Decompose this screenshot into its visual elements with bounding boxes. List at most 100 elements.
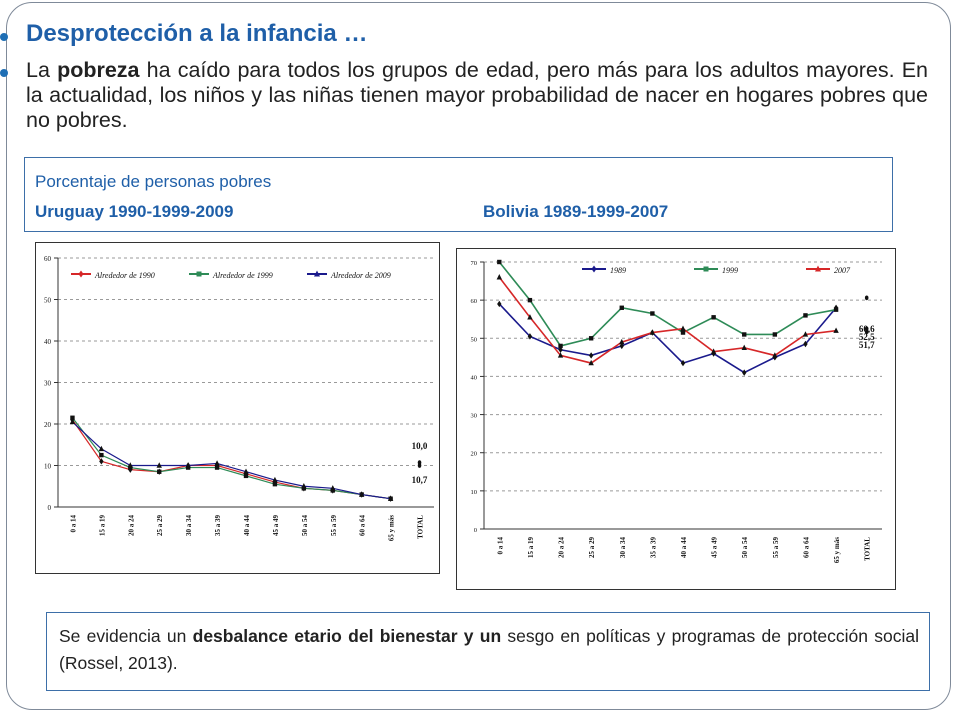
data-point — [741, 344, 747, 351]
data-point — [214, 460, 220, 466]
series-line — [498, 303, 837, 374]
x-tick-label: 40 a 44 — [243, 515, 251, 537]
x-tick-label: 15 a 19 — [527, 537, 535, 559]
data-point — [70, 415, 75, 420]
total-point — [864, 329, 869, 335]
data-point — [98, 445, 105, 452]
caption-line1: Porcentaje de personas pobres — [35, 172, 272, 191]
note-prefix: Se evidencia un — [59, 626, 193, 646]
legend-label: 2007 — [834, 266, 851, 275]
slide-title: Desprotección a la infancia … — [26, 20, 368, 47]
x-tick-label: 35 a 39 — [214, 515, 222, 537]
caption-bolivia: Bolivia 1989-1999-2007 — [483, 202, 669, 221]
y-tick-label: 10 — [471, 489, 478, 496]
data-point — [742, 369, 747, 376]
x-tick-label: 20 a 24 — [127, 515, 135, 537]
x-tick-label: TOTAL — [864, 537, 872, 561]
data-point — [833, 307, 839, 312]
data-point — [588, 336, 594, 341]
slide-frame — [6, 2, 951, 710]
x-tick-label: 25 a 29 — [156, 515, 164, 537]
x-tick-label: 0 a 14 — [496, 537, 504, 555]
y-tick-label: 60 — [44, 255, 52, 263]
y-tick-label: 20 — [44, 421, 52, 429]
data-point — [78, 270, 84, 278]
x-tick-label: 50 a 54 — [741, 537, 749, 559]
data-point — [619, 305, 624, 310]
data-point — [527, 314, 533, 320]
data-point — [243, 473, 249, 479]
data-point — [680, 330, 686, 335]
y-tick-label: 0 — [474, 527, 477, 534]
total-label: 10,0 — [412, 441, 428, 451]
y-tick-label: 30 — [44, 380, 52, 388]
chart-caption: Porcentaje de personas pobres Uruguay 19… — [24, 157, 893, 232]
legend-label: Alrededor de 1999 — [212, 271, 273, 280]
slide-body: La pobreza ha caído para todos los grupo… — [26, 58, 928, 133]
x-tick-label: 25 a 29 — [588, 537, 596, 559]
data-point — [558, 346, 563, 353]
data-point — [591, 265, 597, 273]
y-tick-label: 40 — [471, 374, 478, 381]
data-point — [157, 469, 162, 474]
x-tick-label: 35 a 39 — [649, 537, 657, 559]
data-point — [196, 271, 202, 277]
data-point — [680, 325, 686, 331]
x-tick-label: 55 a 59 — [330, 515, 338, 537]
data-point — [69, 418, 76, 425]
legend-label: Alrededor de 2009 — [330, 271, 391, 280]
x-tick-label: 55 a 59 — [772, 537, 780, 559]
x-tick-label: 20 a 24 — [558, 537, 566, 559]
data-point — [185, 462, 191, 468]
legend-label: 1999 — [722, 266, 738, 275]
data-point — [358, 491, 365, 497]
y-tick-label: 0 — [48, 504, 52, 512]
data-point — [833, 327, 839, 333]
y-tick-label: 10 — [44, 463, 52, 471]
y-tick-label: 50 — [471, 336, 478, 343]
data-point — [772, 352, 778, 358]
x-tick-label: 15 a 19 — [98, 515, 106, 537]
data-point — [272, 476, 278, 483]
y-tick-label: 30 — [471, 413, 478, 420]
chart-bolivia: 0 10 20 30 40 50 60 70 0 a 14 15 a 19 20 a 24 25 a … — [471, 259, 882, 563]
data-point — [99, 458, 104, 465]
data-point — [680, 359, 686, 367]
x-tick-label: 45 a 49 — [272, 515, 280, 537]
data-point — [815, 265, 821, 272]
data-point — [588, 352, 594, 359]
data-point — [802, 331, 809, 337]
note-rest: sesgo en políticas y programas de protec… — [59, 626, 919, 673]
data-point — [650, 311, 655, 316]
y-tick-label: 40 — [44, 338, 52, 346]
body-rest: ha caído para todos los grupos de edad, … — [26, 58, 928, 132]
chart-uruguay-box: 0 10 20 30 40 50 60 0 a 14 15 a 19 20 a 24 25 a 29… — [35, 242, 440, 574]
x-tick-label: 60 a 64 — [359, 515, 367, 537]
chart-bolivia-box: 0 10 20 30 40 50 60 70 0 a 14 15 a 19 20 a 24 25 a … — [456, 248, 896, 590]
x-tick-label: 60 a 64 — [802, 537, 810, 559]
y-tick-label: 20 — [471, 451, 478, 458]
data-point — [301, 483, 307, 489]
data-point — [711, 315, 716, 320]
data-point — [710, 348, 717, 354]
data-point — [619, 338, 625, 345]
data-point — [649, 329, 656, 335]
data-point — [243, 468, 249, 474]
x-tick-label: 45 a 49 — [711, 537, 719, 559]
data-point — [703, 266, 709, 272]
x-tick-label: 65 y más — [388, 515, 396, 541]
data-point — [156, 462, 162, 468]
series-line — [498, 261, 837, 347]
data-point — [99, 452, 104, 458]
total-label: 60,6 — [859, 324, 875, 334]
series-line — [498, 276, 837, 364]
series-line — [72, 421, 391, 500]
y-tick-label: 60 — [471, 298, 478, 305]
data-point — [214, 465, 220, 470]
bullet-dot — [0, 33, 8, 41]
total-label: 10,7 — [412, 475, 428, 485]
data-point — [387, 495, 394, 501]
chart-uruguay: 0 10 20 30 40 50 60 0 a 14 15 a 19 20 a 24 25 a 29… — [44, 255, 434, 541]
data-point — [527, 297, 533, 303]
x-tick-label: 30 a 34 — [619, 537, 627, 559]
